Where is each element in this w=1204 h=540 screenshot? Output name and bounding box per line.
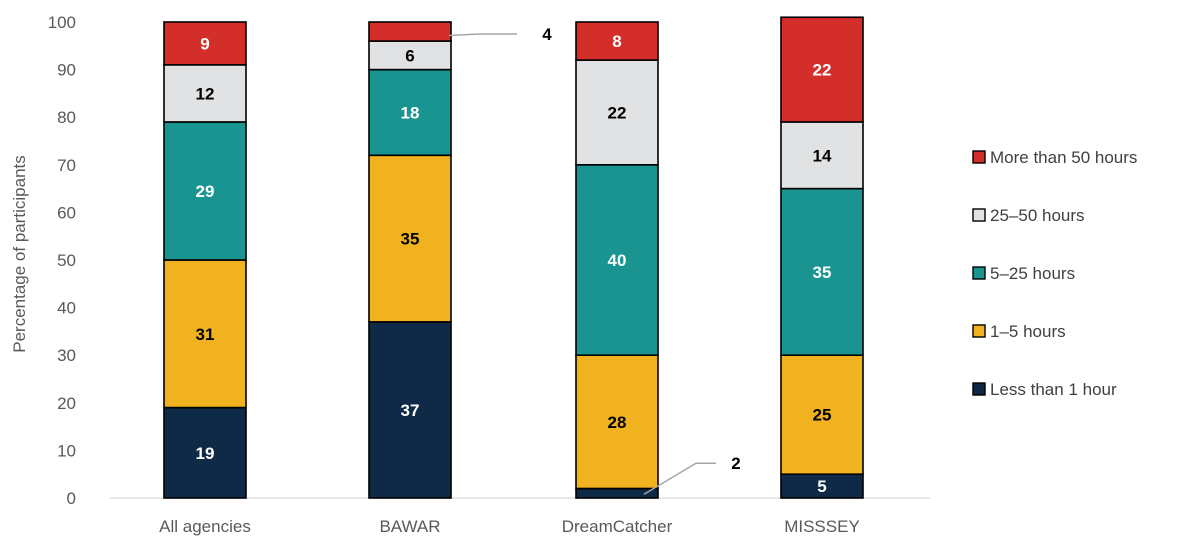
bar-segment-less-than-1-hour [163,406,247,499]
y-tick-label: 60 [57,203,76,222]
data-label: 40 [608,251,627,270]
legend-item-25-50-hours: 25–50 hours [972,206,1085,225]
x-tick-label: DreamCatcher [562,517,673,536]
data-label: 14 [813,146,832,165]
legend-label: 5–25 hours [990,264,1075,283]
callout-label: 2 [731,454,740,473]
y-tick-label: 10 [57,441,76,460]
data-label: 5 [817,477,826,496]
callout-label: 4 [542,25,552,44]
y-tick-label: 20 [57,394,76,413]
bar-segment-more-than-50-hours [163,21,247,66]
legend-item-1-5-hours: 1–5 hours [972,322,1066,341]
data-label: 37 [401,401,420,420]
x-tick-label: MISSSEY [784,517,860,536]
data-label: 22 [608,103,627,122]
legend: More than 50 hours 25–50 hours 5–25 hours 1… [972,148,1137,399]
legend-swatch [972,150,986,164]
legend-item-more-than-50-hours: More than 50 hours [972,148,1137,167]
bar-segment-25-50-hours [575,59,659,166]
y-tick-label: 0 [67,489,76,508]
bar-segment-more-than-50-hours [780,16,864,123]
bar-segment-less-than-1-hour [368,321,452,499]
legend-label: More than 50 hours [990,148,1137,167]
y-tick-label: 40 [57,299,76,318]
y-axis: 0 10 20 30 40 50 60 70 80 90 100 [48,13,76,508]
data-label: 35 [813,263,832,282]
bar-segment-5-25-hours [575,164,659,356]
legend-label: 1–5 hours [990,322,1066,341]
y-tick-label: 100 [48,13,76,32]
x-axis: All agencies BAWAR DreamCatcher MISSSEY [159,517,860,536]
x-tick-label: All agencies [159,517,251,536]
data-label: 19 [196,444,215,463]
callouts: 42 [448,25,741,495]
legend-swatch [972,382,986,396]
bar-bawar: 37 35 18 6 [368,21,452,499]
data-label: 22 [813,61,832,80]
data-label: 29 [196,182,215,201]
data-label: 9 [200,34,209,53]
leader-line [448,33,517,37]
x-tick-label: BAWAR [379,517,440,536]
bar-segment-more-than-50-hours [575,21,659,61]
bar-segment-25-50-hours [368,40,452,71]
legend-item-less-than-1-hour: Less than 1 hour [972,380,1117,399]
bar-misssey: 5 25 35 14 22 [780,16,864,499]
y-tick-label: 50 [57,251,76,270]
bar-all-agencies: 19 31 29 12 9 [163,21,247,499]
bars: 19 31 29 12 9 37 35 18 6 28 40 22 8 5 25 35 14 22 [163,16,864,499]
bar-segment-1-5-hours [780,354,864,476]
y-tick-label: 90 [57,61,76,80]
bar-segment-5-25-hours [368,68,452,157]
data-label: 31 [196,325,215,344]
data-label: 12 [196,84,215,103]
y-tick-label: 80 [57,108,76,127]
bar-segment-1-5-hours [368,154,452,323]
y-tick-label: 70 [57,156,76,175]
legend-swatch [972,208,986,222]
legend-swatch [972,266,986,280]
bar-segment-1-5-hours [163,259,247,409]
data-label: 25 [813,406,832,425]
legend-item-5-25-hours: 5–25 hours [972,264,1075,283]
bar-segment-more-than-50-hours [368,21,452,42]
bar-segment-25-50-hours [163,64,247,123]
data-label: 8 [612,32,621,51]
y-tick-label: 30 [57,346,76,365]
data-label: 6 [405,46,414,65]
legend-label: Less than 1 hour [990,380,1117,399]
data-label: 18 [401,103,420,122]
legend-swatch [972,324,986,338]
y-axis-title: Percentage of participants [10,155,29,353]
bar-segment-1-5-hours [575,354,659,490]
data-label: 35 [401,230,420,249]
bar-dreamcatcher: 28 40 22 8 [575,21,659,499]
legend-label: 25–50 hours [990,206,1085,225]
data-label: 28 [608,413,627,432]
leader-line [643,462,716,495]
